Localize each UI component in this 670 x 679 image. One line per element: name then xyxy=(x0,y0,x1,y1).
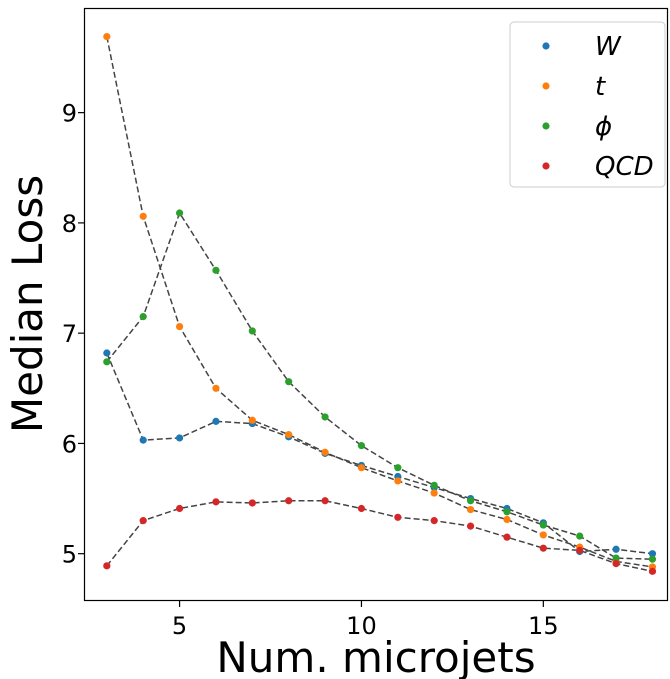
data-point xyxy=(357,442,366,450)
y-tick-label: 6 xyxy=(62,430,77,458)
legend-marker xyxy=(542,122,550,130)
legend-marker xyxy=(542,42,550,50)
data-point xyxy=(212,266,220,274)
data-point xyxy=(175,209,184,217)
legend-label: W xyxy=(595,32,622,62)
series-points xyxy=(103,32,657,575)
data-point xyxy=(539,521,547,529)
data-point xyxy=(503,508,511,516)
data-point xyxy=(212,498,220,506)
data-point xyxy=(430,481,438,489)
data-point xyxy=(103,562,111,570)
y-tick-label: 7 xyxy=(62,320,77,348)
data-point xyxy=(175,322,184,331)
legend-box xyxy=(509,21,666,188)
series-line xyxy=(106,211,653,560)
data-point xyxy=(248,499,256,507)
legend-marker xyxy=(542,82,550,90)
legend-label: t xyxy=(595,72,606,102)
data-point xyxy=(139,436,147,444)
x-axis-title: Num. microjets xyxy=(216,633,535,679)
data-point xyxy=(103,32,111,41)
x-tick-label: 15 xyxy=(528,612,559,640)
legend-marker xyxy=(542,162,550,170)
data-point xyxy=(394,477,402,485)
data-point xyxy=(285,431,293,439)
x-tick-label: 10 xyxy=(346,612,377,640)
data-point xyxy=(139,313,147,321)
x-axis: 5 10 15 xyxy=(172,600,559,640)
data-point xyxy=(103,349,111,357)
data-point xyxy=(212,384,220,392)
data-point xyxy=(430,489,438,497)
data-point xyxy=(648,567,657,575)
data-point xyxy=(139,212,147,220)
y-axis: 5 6 7 8 9 xyxy=(62,100,85,569)
y-axis-title: Median Loss xyxy=(3,175,52,433)
data-point xyxy=(466,497,475,505)
data-point xyxy=(612,560,620,568)
data-point xyxy=(576,546,584,554)
data-point xyxy=(394,464,402,472)
data-point xyxy=(648,550,657,558)
data-point xyxy=(175,504,184,513)
data-point xyxy=(248,416,256,424)
legend: Wtϕ QCD xyxy=(509,21,666,188)
data-point xyxy=(576,532,584,540)
data-point xyxy=(139,517,147,525)
legend-label: ϕ xyxy=(595,112,612,142)
series-line xyxy=(106,352,653,555)
data-point xyxy=(212,417,220,425)
data-point xyxy=(357,504,366,513)
data-point xyxy=(285,378,293,386)
data-point xyxy=(466,522,475,530)
data-point xyxy=(466,505,475,514)
data-point xyxy=(539,544,547,552)
data-point xyxy=(612,554,620,562)
series-line xyxy=(106,36,653,568)
data-point xyxy=(357,464,366,472)
data-point xyxy=(285,497,293,505)
data-point xyxy=(503,515,511,524)
data-point xyxy=(103,358,111,366)
data-point xyxy=(430,517,438,525)
plot-frame xyxy=(83,7,669,602)
data-point xyxy=(612,545,620,553)
data-point xyxy=(394,513,402,521)
series-lines xyxy=(106,36,653,573)
y-tick-label: 8 xyxy=(62,210,77,238)
data-point xyxy=(321,497,329,505)
y-tick-label: 5 xyxy=(62,541,77,569)
data-point xyxy=(321,413,329,421)
x-tick-label: 5 xyxy=(172,612,187,640)
data-point xyxy=(321,448,329,456)
legend-label: QCD xyxy=(595,152,654,182)
y-tick-label: 9 xyxy=(62,100,77,128)
data-point xyxy=(648,555,657,563)
data-point xyxy=(248,327,256,335)
data-point xyxy=(503,533,511,541)
data-point xyxy=(539,531,547,539)
series-line xyxy=(106,500,653,573)
data-point xyxy=(175,434,184,442)
